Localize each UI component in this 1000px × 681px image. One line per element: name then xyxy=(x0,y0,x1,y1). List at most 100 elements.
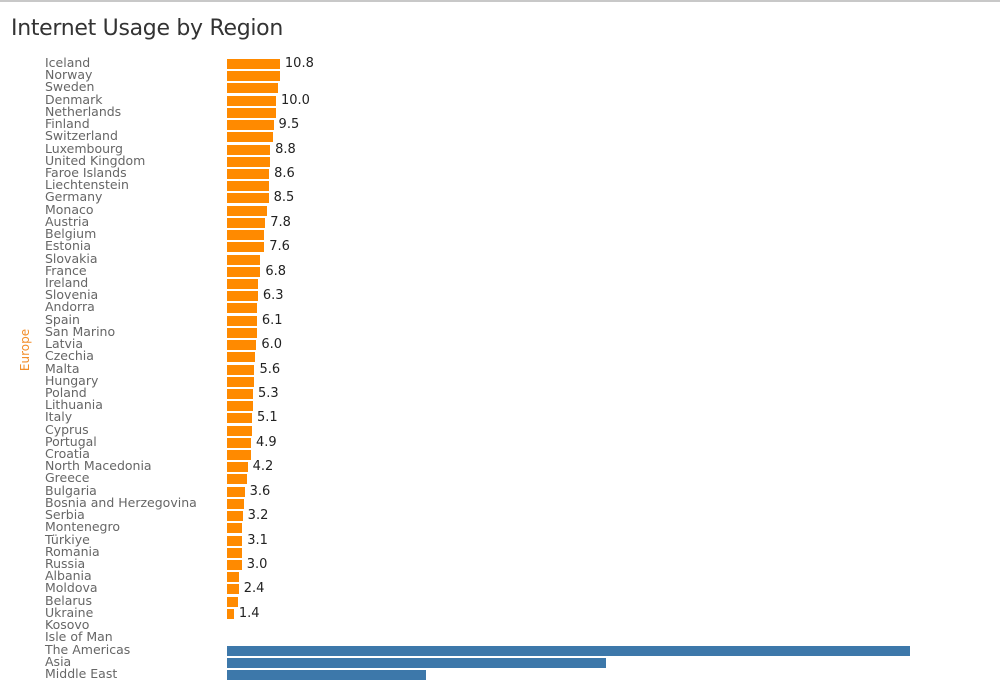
category-label: Estonia xyxy=(45,238,92,254)
category-label: Sweden xyxy=(45,79,95,95)
bar[interactable] xyxy=(227,584,239,595)
bar-row: Romania xyxy=(0,543,1000,559)
bar[interactable] xyxy=(227,132,273,143)
bar[interactable] xyxy=(227,266,261,277)
bar-row: Denmark 10.0 xyxy=(0,92,1000,108)
bar[interactable] xyxy=(227,107,276,118)
bar[interactable] xyxy=(227,217,266,228)
bar[interactable] xyxy=(227,364,255,375)
bar[interactable] xyxy=(227,181,270,192)
bar-row: Asia xyxy=(0,653,1000,669)
bar[interactable] xyxy=(227,83,279,94)
bar-row: Middle East xyxy=(0,667,1000,681)
bar[interactable] xyxy=(227,156,271,167)
category-label: Serbia xyxy=(45,507,85,523)
bar[interactable] xyxy=(227,474,248,485)
bar[interactable] xyxy=(227,291,258,302)
bar[interactable] xyxy=(227,547,242,558)
bar[interactable] xyxy=(227,193,269,204)
bar[interactable] xyxy=(227,120,274,131)
bar[interactable] xyxy=(227,425,252,436)
bar[interactable] xyxy=(227,242,265,253)
bar[interactable] xyxy=(227,511,243,522)
bar[interactable] xyxy=(227,498,245,509)
bar[interactable] xyxy=(227,230,265,241)
bar-row: San Marino xyxy=(0,325,1000,339)
category-label: Asia xyxy=(45,653,72,669)
bar[interactable] xyxy=(227,608,234,619)
bar-value-label: 6.8 xyxy=(265,263,286,279)
bar[interactable] xyxy=(227,303,258,314)
bar[interactable] xyxy=(227,645,911,656)
bar-value-label: 10.8 xyxy=(284,56,314,71)
bar[interactable] xyxy=(227,168,270,179)
bar[interactable] xyxy=(227,71,280,82)
bar-row: Türkiye 3.1 xyxy=(0,531,1000,548)
bar-value-label: 10.0 xyxy=(281,92,310,108)
category-label: Türkiye xyxy=(45,531,90,547)
bar-row: Faroe Islands 8.6 xyxy=(0,166,1000,180)
bar[interactable] xyxy=(227,486,245,497)
bar[interactable] xyxy=(227,450,251,461)
category-label: Netherlands xyxy=(45,103,122,119)
bar[interactable] xyxy=(227,144,271,155)
bar[interactable] xyxy=(227,278,258,289)
category-label: North Macedonia xyxy=(45,458,152,474)
bar[interactable] xyxy=(227,315,257,326)
bar[interactable] xyxy=(227,327,257,338)
bar[interactable] xyxy=(227,535,243,546)
bar[interactable] xyxy=(227,352,256,363)
bar-row: Portugal 4.9 xyxy=(0,433,1000,449)
category-label: France xyxy=(45,262,87,278)
bar-value-label: 6.0 xyxy=(261,337,283,353)
bar[interactable] xyxy=(227,437,251,448)
category-label: Croatia xyxy=(45,446,90,462)
bar[interactable] xyxy=(227,523,243,534)
category-label: Hungary xyxy=(45,372,99,388)
bar[interactable] xyxy=(227,596,238,607)
bar-row: Malta 5.6 xyxy=(0,360,1000,377)
category-label: Germany xyxy=(45,189,103,205)
category-label: Malta xyxy=(45,360,80,376)
bar[interactable] xyxy=(227,388,253,399)
bar[interactable] xyxy=(227,413,252,424)
category-label: Russia xyxy=(45,556,86,572)
bar[interactable] xyxy=(227,340,257,351)
chart-title: Internet Usage by Region xyxy=(11,16,283,41)
category-label: Portugal xyxy=(45,433,97,449)
bar[interactable] xyxy=(227,670,426,680)
category-label: Norway xyxy=(45,67,93,83)
bar-value-label: 8.8 xyxy=(275,141,296,157)
bar-row: Monaco xyxy=(0,203,1000,217)
bar-row: Montenegro xyxy=(0,521,1000,534)
category-label: Austria xyxy=(45,213,90,229)
bar[interactable] xyxy=(227,254,261,265)
bar-value-label: 6.1 xyxy=(261,312,283,328)
bar-row: Cyprus xyxy=(0,423,1000,437)
bar[interactable] xyxy=(227,95,276,106)
bar[interactable] xyxy=(227,59,280,69)
bar-value-label: 5.6 xyxy=(259,361,281,377)
category-label: Romania xyxy=(45,543,100,559)
bar-row: Estonia 7.6 xyxy=(0,238,1000,254)
bar[interactable] xyxy=(227,560,242,571)
bar-row: Ireland xyxy=(0,276,1000,290)
bar-row: United Kingdom xyxy=(0,154,1000,168)
bar-value-label: 3.1 xyxy=(247,532,268,548)
bar[interactable] xyxy=(227,376,254,387)
bar-row: Austria 7.8 xyxy=(0,213,1000,229)
bar-value-label: 3.6 xyxy=(249,483,271,499)
bar-row: Croatia xyxy=(0,446,1000,462)
bar-row: Moldova 2.4 xyxy=(0,582,1000,596)
bar-row: Belgium xyxy=(0,228,1000,241)
category-label: Greece xyxy=(45,470,90,486)
bar[interactable] xyxy=(227,657,606,668)
category-label: Iceland xyxy=(45,55,91,70)
bar[interactable] xyxy=(227,572,239,583)
category-label: Ukraine xyxy=(45,604,94,620)
bar[interactable] xyxy=(227,401,253,412)
category-label: Latvia xyxy=(45,336,84,352)
bar[interactable] xyxy=(227,205,268,216)
bar-row: Latvia 6.0 xyxy=(0,336,1000,353)
bar[interactable] xyxy=(227,462,248,473)
